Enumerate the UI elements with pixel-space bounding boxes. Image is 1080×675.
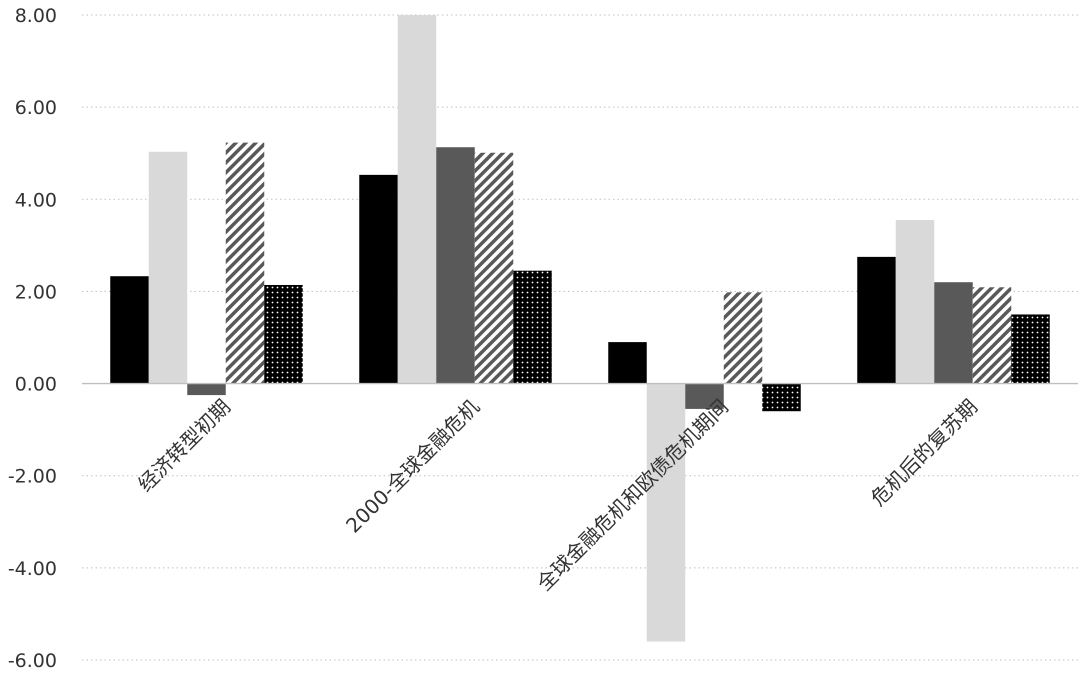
y-tick-label: 6.00	[15, 97, 57, 119]
y-tick-label: 8.00	[15, 5, 57, 27]
bar	[972, 287, 1012, 384]
y-tick-label: 2.00	[15, 281, 57, 303]
bar	[513, 270, 552, 384]
bar	[110, 276, 149, 384]
category-label: 危机后的复苏期	[866, 395, 982, 511]
bar	[895, 220, 935, 384]
bar	[608, 342, 647, 384]
bar	[723, 292, 763, 384]
bar	[646, 383, 686, 642]
bar	[264, 284, 303, 384]
y-tick-label: -2.00	[8, 466, 57, 488]
bar	[187, 383, 226, 396]
bar	[685, 383, 724, 409]
y-axis-tick-labels: 8.00 6.00 4.00 2.00 0.00 -2.00 -4.00 -6.00	[8, 5, 57, 672]
bar	[934, 282, 973, 384]
y-tick-label: -6.00	[8, 650, 57, 672]
bars	[110, 15, 1050, 642]
bar	[857, 256, 896, 384]
bar	[436, 147, 475, 384]
y-tick-label: -4.00	[8, 558, 57, 580]
bar	[148, 151, 188, 384]
category-label: 全球金融危机和欧债危机期间	[532, 395, 733, 596]
bar	[1011, 314, 1050, 384]
category-label: 2000-全球金融危机	[341, 395, 484, 538]
bar	[225, 142, 265, 384]
category-labels: 经济转型初期 2000-全球金融危机 全球金融危机和欧债危机期间 危机后的复苏期	[133, 395, 982, 596]
bar	[397, 15, 437, 384]
y-tick-label: 4.00	[15, 189, 57, 211]
y-tick-label: 0.00	[15, 374, 57, 396]
bar	[359, 174, 398, 384]
category-label: 经济转型初期	[133, 395, 235, 497]
bar	[762, 383, 801, 412]
bar	[474, 152, 514, 384]
